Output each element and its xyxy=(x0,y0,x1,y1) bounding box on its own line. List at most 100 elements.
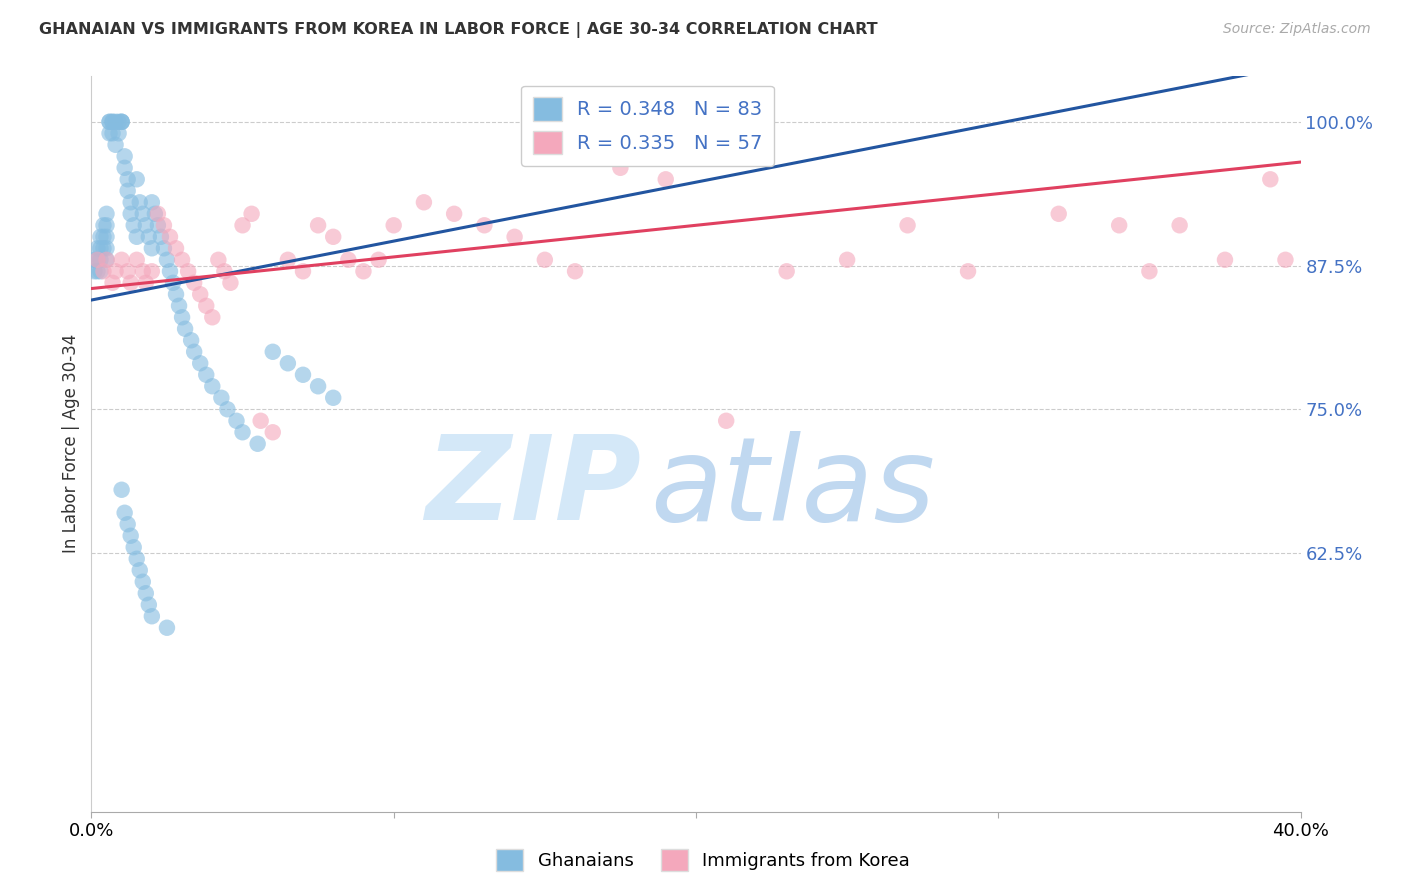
Point xyxy=(413,195,436,210)
Point xyxy=(141,241,163,255)
Point xyxy=(159,229,181,244)
Point xyxy=(117,184,139,198)
Point xyxy=(207,252,229,267)
Point xyxy=(307,219,329,233)
Point xyxy=(86,252,108,267)
Point xyxy=(96,252,118,267)
Point xyxy=(114,149,136,163)
Point xyxy=(1213,252,1236,267)
Point xyxy=(132,574,155,589)
Point xyxy=(146,207,169,221)
Point xyxy=(1108,219,1130,233)
Point xyxy=(201,310,224,325)
Point xyxy=(93,241,115,255)
Point xyxy=(104,137,127,152)
Point xyxy=(382,219,405,233)
Point xyxy=(111,115,132,129)
Point xyxy=(120,207,142,221)
Point xyxy=(135,219,157,233)
Point xyxy=(132,207,155,221)
Point xyxy=(89,229,111,244)
Point xyxy=(277,252,299,267)
Point xyxy=(956,264,979,278)
Point xyxy=(174,322,197,336)
Point xyxy=(125,551,148,566)
Point xyxy=(141,609,163,624)
Point xyxy=(98,126,121,140)
Point xyxy=(183,276,205,290)
Point xyxy=(249,414,271,428)
Point xyxy=(96,229,118,244)
Point xyxy=(1168,219,1191,233)
Point xyxy=(564,264,586,278)
Point xyxy=(83,264,105,278)
Point xyxy=(292,264,315,278)
Point xyxy=(214,264,236,278)
Point xyxy=(188,287,211,301)
Point xyxy=(96,252,118,267)
Point xyxy=(183,344,205,359)
Point xyxy=(104,115,127,129)
Point xyxy=(231,425,253,440)
Point xyxy=(107,126,129,140)
Point xyxy=(125,229,148,244)
Point xyxy=(117,172,139,186)
Point xyxy=(96,241,118,255)
Point xyxy=(167,299,190,313)
Point xyxy=(201,379,224,393)
Point xyxy=(93,264,115,278)
Point xyxy=(86,252,108,267)
Point xyxy=(89,264,111,278)
Point xyxy=(262,344,284,359)
Point xyxy=(172,310,194,325)
Point xyxy=(149,229,172,244)
Point xyxy=(138,598,160,612)
Point xyxy=(122,541,145,555)
Point xyxy=(443,207,465,221)
Point xyxy=(114,506,136,520)
Point xyxy=(1139,264,1161,278)
Point xyxy=(188,356,211,370)
Point xyxy=(776,264,799,278)
Point xyxy=(337,252,360,267)
Point xyxy=(897,219,920,233)
Point xyxy=(89,252,111,267)
Point xyxy=(111,115,132,129)
Point xyxy=(111,483,132,497)
Point xyxy=(165,287,187,301)
Point xyxy=(153,219,176,233)
Point xyxy=(219,276,242,290)
Y-axis label: In Labor Force | Age 30-34: In Labor Force | Age 30-34 xyxy=(62,334,80,553)
Point xyxy=(120,195,142,210)
Point xyxy=(83,252,105,267)
Point xyxy=(143,207,166,221)
Point xyxy=(172,252,194,267)
Point xyxy=(98,115,121,129)
Point xyxy=(96,219,118,233)
Point xyxy=(231,219,253,233)
Point xyxy=(135,586,157,600)
Point xyxy=(107,115,129,129)
Point xyxy=(138,229,160,244)
Point xyxy=(503,229,526,244)
Point xyxy=(307,379,329,393)
Point xyxy=(225,414,247,428)
Point xyxy=(277,356,299,370)
Point xyxy=(162,276,184,290)
Point xyxy=(472,219,495,233)
Point xyxy=(101,115,124,129)
Point xyxy=(195,368,218,382)
Point xyxy=(1047,207,1070,221)
Point xyxy=(122,219,145,233)
Point xyxy=(146,219,169,233)
Point xyxy=(217,402,239,417)
Point xyxy=(101,276,124,290)
Point xyxy=(117,264,139,278)
Point xyxy=(125,252,148,267)
Point xyxy=(153,241,176,255)
Point xyxy=(114,161,136,175)
Point xyxy=(120,529,142,543)
Point xyxy=(156,621,179,635)
Point xyxy=(159,264,181,278)
Point xyxy=(98,115,121,129)
